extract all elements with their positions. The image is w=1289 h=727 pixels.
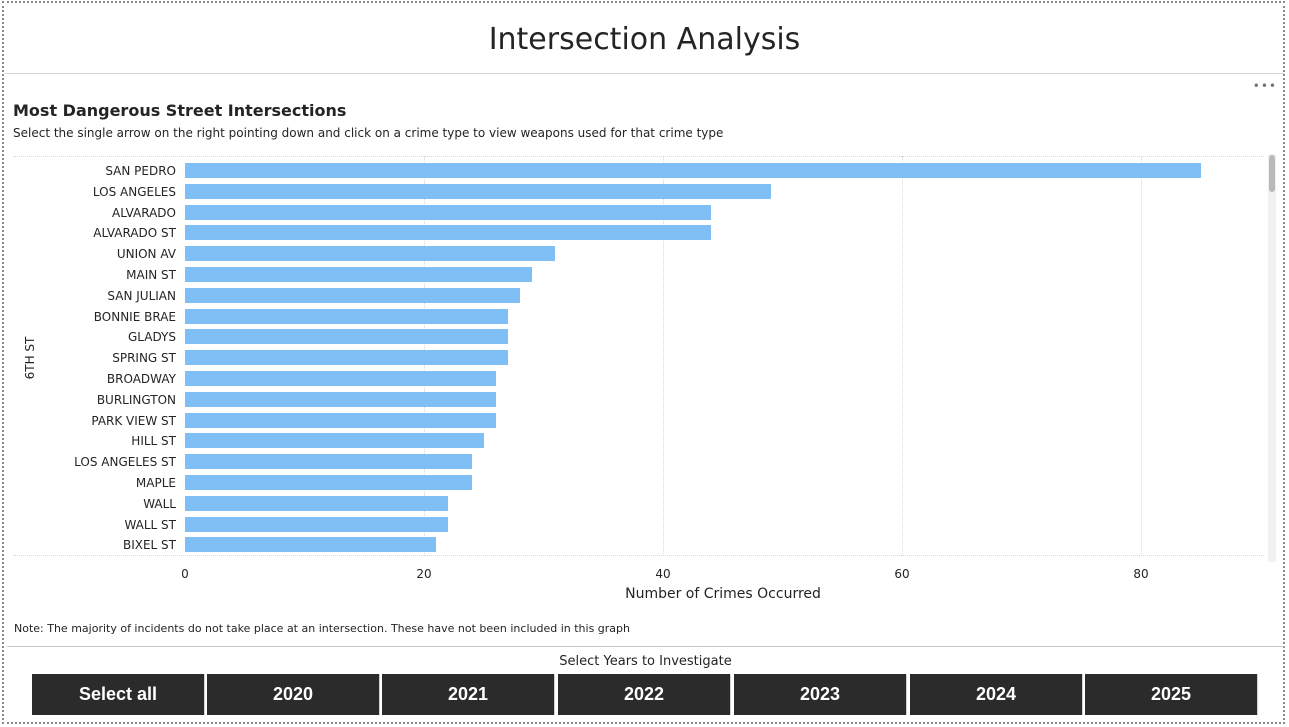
chart-scrollbar-thumb[interactable] <box>1269 155 1275 192</box>
x-gridline <box>902 156 903 556</box>
y-category-label: UNION AV <box>116 247 176 262</box>
year-button[interactable]: 2020 <box>207 674 380 715</box>
visual-subtitle: Select the single arrow on the right poi… <box>13 126 724 140</box>
x-tick-label: 60 <box>894 567 910 581</box>
y-category-label: WALL ST <box>124 517 176 532</box>
bar[interactable] <box>185 475 472 490</box>
title-banner: Intersection Analysis <box>5 4 1284 74</box>
y-category-label: BIXEL ST <box>122 538 176 553</box>
bar[interactable] <box>185 412 496 428</box>
y-category-label: HILL ST <box>131 434 176 449</box>
bar[interactable] <box>185 391 496 407</box>
year-button[interactable]: 2022 <box>558 674 731 715</box>
year-button[interactable]: 2024 <box>910 674 1083 715</box>
year-button[interactable]: 2021 <box>382 674 555 715</box>
y-category-label: LOS ANGELES ST <box>74 455 176 470</box>
more-options-icon[interactable]: ••• <box>1252 79 1277 93</box>
bar[interactable] <box>185 371 496 386</box>
bar[interactable] <box>185 287 520 303</box>
bar[interactable] <box>185 225 711 241</box>
page-title: Intersection Analysis <box>488 22 801 57</box>
chart-scrollbar[interactable] <box>1268 154 1276 562</box>
year-slicer: Select Years to Investigate <box>7 646 1284 721</box>
x-gridline <box>663 156 664 556</box>
x-tick-label: 80 <box>1133 567 1149 581</box>
y-category-label: BROADWAY <box>106 372 176 386</box>
plot-bottom-border <box>14 555 1264 556</box>
x-tick-label: 20 <box>416 567 432 581</box>
bar[interactable] <box>185 308 508 324</box>
bar[interactable] <box>185 163 1201 178</box>
bar[interactable] <box>185 516 448 532</box>
y-category-label: WALL <box>143 496 176 511</box>
bar[interactable] <box>185 433 484 449</box>
y-category-label: MAPLE <box>135 476 176 490</box>
bar[interactable] <box>185 454 472 470</box>
y-category-label: GLADYS <box>128 330 176 345</box>
y-category-label: ALVARADO <box>112 205 176 220</box>
x-tick-label: 40 <box>655 567 671 581</box>
y-category-label: SPRING ST <box>112 351 176 366</box>
select-all-button[interactable]: Select all <box>32 674 205 715</box>
x-gridline <box>1141 156 1142 556</box>
year-button[interactable]: 2025 <box>1085 674 1258 715</box>
y-category-label: ALVARADO ST <box>93 226 176 241</box>
x-tick-label: 0 <box>181 567 189 581</box>
bar[interactable] <box>185 537 436 553</box>
bar[interactable] <box>185 246 556 262</box>
y-category-label: MAIN ST <box>126 268 176 282</box>
bar[interactable] <box>185 183 771 199</box>
visual-title: Most Dangerous Street Intersections <box>13 101 347 120</box>
plot-top-border <box>14 156 1264 157</box>
bar[interactable] <box>185 350 508 366</box>
y-category-label: PARK VIEW ST <box>91 413 176 428</box>
y-category-label: LOS ANGELES <box>92 184 176 199</box>
chart-note: Note: The majority of incidents do not t… <box>14 622 630 635</box>
year-button[interactable]: 2023 <box>734 674 907 715</box>
slicer-title: Select Years to Investigate <box>559 654 732 669</box>
y-category-label: SAN PEDRO <box>105 164 176 178</box>
y-category-label: BONNIE BRAE <box>93 309 176 324</box>
y-category-label: BURLINGTON <box>96 392 176 407</box>
y-axis-title: 6TH ST <box>23 336 37 380</box>
bar[interactable] <box>185 267 532 282</box>
bar[interactable] <box>185 204 711 220</box>
bar[interactable] <box>185 495 448 511</box>
y-category-label: SAN JULIAN <box>107 288 176 303</box>
x-axis-title: Number of Crimes Occurred <box>625 586 821 602</box>
bar[interactable] <box>185 329 508 345</box>
